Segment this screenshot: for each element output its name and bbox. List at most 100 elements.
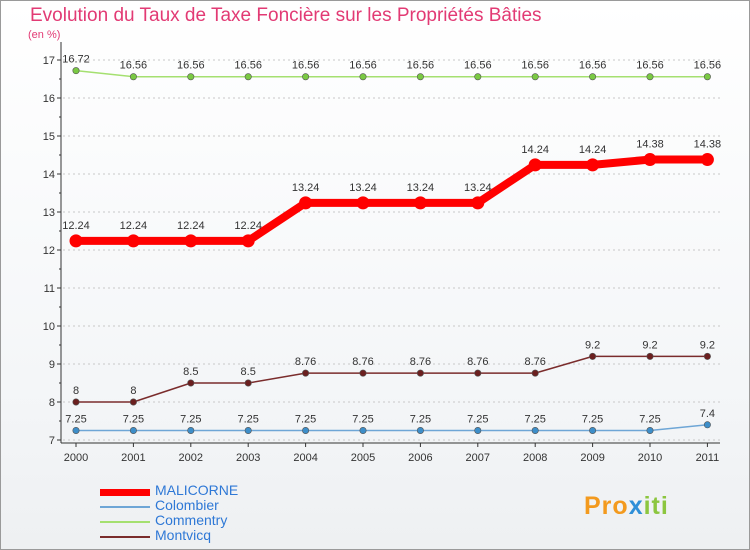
x-tick-label: 2009 (580, 452, 604, 464)
data-label-colombier: 7.4 (700, 408, 715, 420)
data-label-montvicq: 8.76 (295, 356, 316, 368)
data-point-malicorne (184, 234, 198, 248)
data-label-montvicq: 8.76 (352, 356, 373, 368)
data-point-malicorne (471, 196, 485, 210)
data-point-montvicq (302, 369, 310, 377)
y-tick-label: 13 (43, 207, 55, 219)
data-label-colombier: 7.25 (467, 414, 488, 426)
data-label-commentry: 16.56 (694, 60, 722, 72)
data-label-colombier: 7.25 (352, 414, 373, 426)
data-point-commentry (416, 73, 424, 81)
data-label-malicorne: 14.38 (694, 139, 722, 151)
data-point-colombier (416, 426, 424, 434)
data-label-colombier: 7.25 (123, 414, 144, 426)
data-point-malicorne (586, 158, 600, 172)
data-point-commentry (531, 73, 539, 81)
data-point-malicorne (700, 153, 714, 167)
legend-label: Commentry (155, 512, 228, 528)
x-tick-label: 2004 (293, 452, 317, 464)
data-point-montvicq (359, 369, 367, 377)
data-point-commentry (589, 73, 597, 81)
x-tick-label: 2011 (696, 452, 720, 464)
data-point-montvicq (244, 379, 252, 387)
x-tick-label: 2006 (408, 452, 432, 464)
data-label-montvicq: 8.5 (183, 366, 198, 378)
data-label-commentry: 16.56 (407, 60, 435, 72)
data-point-colombier (302, 426, 310, 434)
data-point-colombier (646, 426, 654, 434)
data-point-malicorne (528, 158, 542, 172)
data-point-commentry (359, 73, 367, 81)
data-label-malicorne: 14.24 (521, 144, 549, 156)
data-label-commentry: 16.56 (177, 60, 205, 72)
series-line-malicorne (76, 155, 708, 245)
proxiti-logo: Proxiti (584, 492, 669, 520)
data-point-montvicq (474, 369, 482, 377)
data-label-colombier: 7.25 (295, 414, 316, 426)
data-point-montvicq (187, 379, 195, 387)
y-tick-label: 9 (49, 359, 55, 371)
data-label-montvicq: 8.76 (524, 356, 545, 368)
legend-swatch (100, 521, 150, 523)
data-point-montvicq (703, 352, 711, 360)
data-point-malicorne (643, 153, 657, 167)
x-tick-label: 2005 (351, 452, 375, 464)
data-point-colombier (531, 426, 539, 434)
data-label-colombier: 7.25 (180, 414, 201, 426)
y-tick-label: 14 (43, 169, 55, 181)
data-point-malicorne (69, 234, 83, 248)
data-label-commentry: 16.56 (349, 60, 377, 72)
series-line-colombier (76, 424, 708, 432)
data-label-colombier: 7.25 (410, 414, 431, 426)
data-point-malicorne (241, 234, 255, 248)
data-label-malicorne: 14.24 (579, 144, 607, 156)
x-tick-label: 2002 (179, 452, 203, 464)
data-point-commentry (72, 67, 80, 75)
data-label-colombier: 7.25 (65, 414, 86, 426)
data-point-colombier (589, 426, 597, 434)
data-point-montvicq (72, 398, 80, 406)
data-label-commentry: 16.56 (464, 60, 492, 72)
data-label-commentry: 16.56 (579, 60, 607, 72)
series-line-commentry (75, 69, 708, 78)
legend-label: MALICORNE (155, 482, 239, 498)
data-point-colombier (703, 421, 711, 429)
data-label-malicorne: 14.38 (636, 139, 664, 151)
legend-swatch (100, 489, 150, 496)
y-tick-label: 12 (43, 245, 55, 257)
data-point-colombier (474, 426, 482, 434)
data-point-malicorne (356, 196, 370, 210)
data-point-commentry (474, 73, 482, 81)
data-point-commentry (244, 73, 252, 81)
data-label-malicorne: 13.24 (464, 182, 492, 194)
series-line-montvicq (76, 355, 708, 403)
data-point-malicorne (413, 196, 427, 210)
data-label-malicorne: 13.24 (349, 182, 377, 194)
data-label-commentry: 16.56 (292, 60, 320, 72)
data-point-montvicq (129, 398, 137, 406)
y-tick-label: 17 (43, 55, 55, 67)
chart-title: Evolution du Taux de Taxe Foncière sur l… (30, 5, 542, 26)
data-label-malicorne: 12.24 (62, 220, 90, 232)
data-label-montvicq: 9.2 (700, 339, 715, 351)
data-label-malicorne: 12.24 (177, 220, 205, 232)
data-point-commentry (703, 73, 711, 81)
data-label-montvicq: 8 (73, 385, 79, 397)
data-label-commentry: 16.56 (120, 60, 148, 72)
y-tick-label: 15 (43, 131, 55, 143)
y-tick-label: 16 (43, 93, 55, 105)
data-label-colombier: 7.25 (639, 414, 660, 426)
data-point-montvicq (646, 352, 654, 360)
data-point-montvicq (531, 369, 539, 377)
data-point-commentry (646, 73, 654, 81)
data-point-colombier (359, 426, 367, 434)
data-label-commentry: 16.56 (521, 60, 549, 72)
data-point-montvicq (416, 369, 424, 377)
legend-label: Colombier (155, 497, 219, 513)
data-label-malicorne: 12.24 (120, 220, 148, 232)
data-point-colombier (244, 426, 252, 434)
data-point-malicorne (126, 234, 140, 248)
data-label-montvicq: 9.2 (642, 339, 657, 351)
data-point-commentry (187, 73, 195, 81)
